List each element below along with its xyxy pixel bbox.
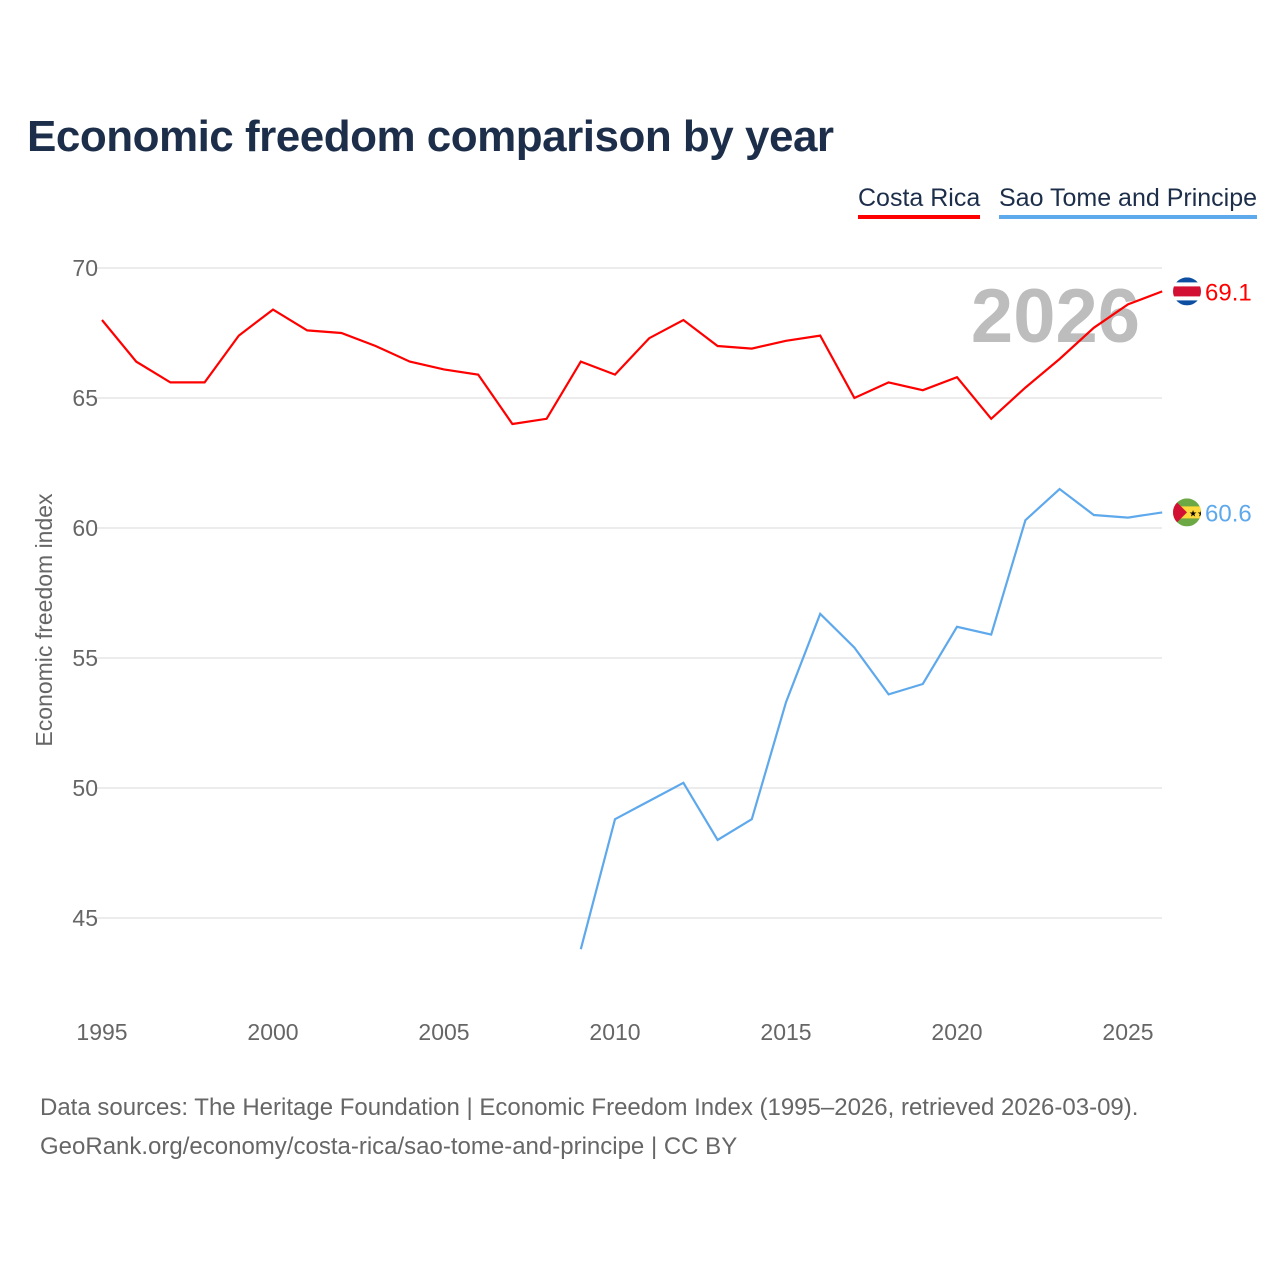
x-tick-label: 2025 xyxy=(1102,1019,1153,1045)
costa-rica-flag-icon xyxy=(1173,277,1201,306)
y-tick-label: 55 xyxy=(72,645,98,671)
x-tick-label: 1995 xyxy=(76,1019,127,1045)
source-link[interactable]: GeoRank.org/economy/costa-rica/sao-tome-… xyxy=(40,1133,738,1160)
chart-title: Economic freedom comparison by year xyxy=(27,112,834,161)
source-note: Data sources: The Heritage Foundation | … xyxy=(40,1088,1138,1166)
y-tick-label: 65 xyxy=(72,385,98,411)
series-line-sao-tome xyxy=(579,487,1163,950)
legend-sao-tome[interactable]: Sao Tome and Principe xyxy=(999,184,1258,219)
x-tick-label: 2015 xyxy=(760,1019,811,1045)
year-watermark: 2026 xyxy=(971,274,1140,359)
x-tick-label: 2005 xyxy=(418,1019,469,1045)
svg-text:★★: ★★ xyxy=(1189,508,1205,518)
end-value-label: 69.1 xyxy=(1205,279,1252,306)
end-value-label: 60.6 xyxy=(1205,500,1252,527)
x-tick-label: 2000 xyxy=(247,1019,298,1045)
source-line: Data sources: The Heritage Foundation | … xyxy=(40,1094,1139,1121)
y-tick-label: 45 xyxy=(72,905,98,931)
y-tick-label: 60 xyxy=(72,515,98,541)
y-tick-label: 50 xyxy=(72,775,98,801)
sao-tome-flag-icon: ★★ xyxy=(1173,498,1205,527)
y-tick-label: 70 xyxy=(72,255,98,281)
y-axis-label: Economic freedom index xyxy=(31,493,57,747)
legend-costa-rica[interactable]: Costa Rica xyxy=(858,184,981,219)
series-line-costa-rica xyxy=(101,290,1163,426)
x-tick-label: 2020 xyxy=(931,1019,982,1045)
x-tick-label: 2010 xyxy=(589,1019,640,1045)
